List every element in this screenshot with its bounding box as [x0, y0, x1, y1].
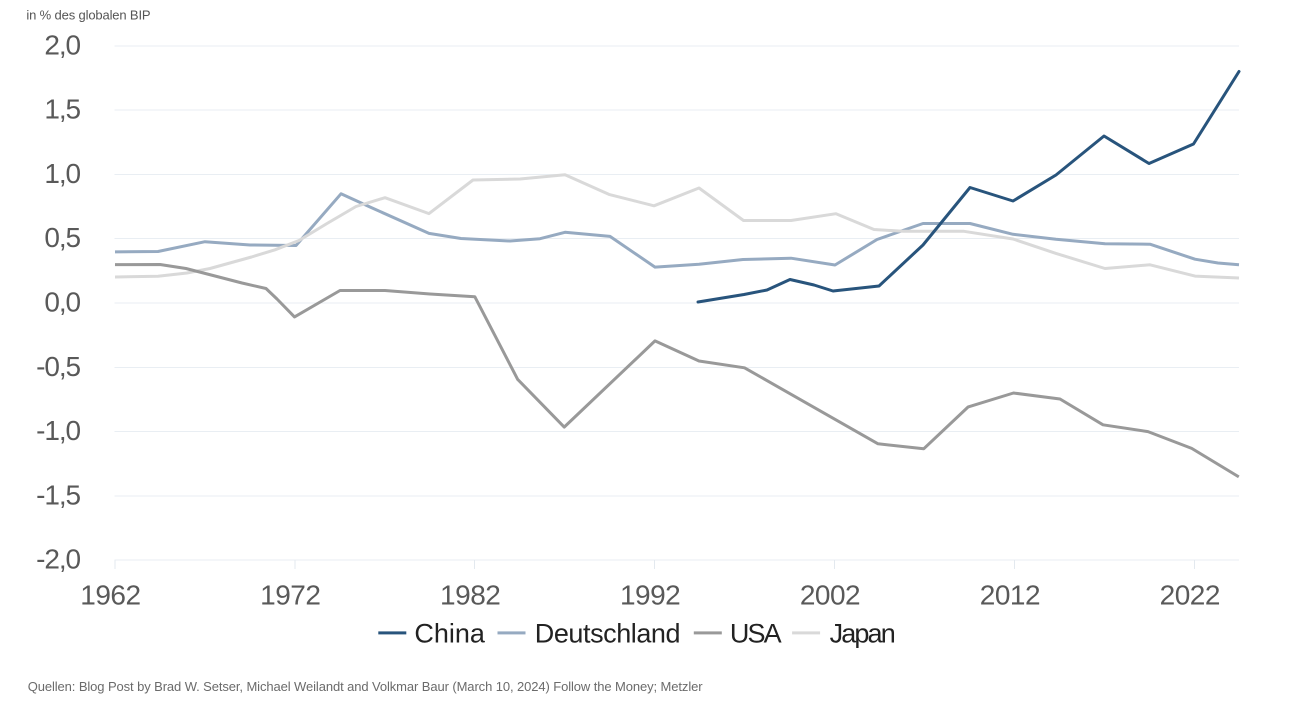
svg-text:1,0: 1,0: [44, 158, 80, 189]
svg-text:Japan: Japan: [830, 618, 895, 648]
svg-text:1992: 1992: [620, 580, 680, 611]
svg-text:in % des globalen BIP: in % des globalen BIP: [26, 8, 150, 23]
svg-text:1962: 1962: [80, 580, 140, 611]
svg-text:0,5: 0,5: [44, 222, 80, 253]
svg-text:China: China: [414, 618, 486, 648]
svg-text:2012: 2012: [980, 580, 1040, 611]
svg-text:1972: 1972: [260, 580, 320, 611]
svg-text:0,0: 0,0: [44, 287, 80, 318]
svg-text:2002: 2002: [800, 580, 860, 611]
svg-text:1,5: 1,5: [44, 94, 80, 125]
svg-text:USA: USA: [730, 618, 782, 648]
svg-text:Deutschland: Deutschland: [535, 618, 680, 648]
svg-text:2,0: 2,0: [44, 29, 80, 60]
svg-text:Quellen: Blog Post by Brad W.: Quellen: Blog Post by Brad W. Setser, Mi…: [28, 679, 704, 694]
svg-text:-1,0: -1,0: [36, 415, 80, 446]
svg-text:2022: 2022: [1160, 580, 1220, 611]
svg-text:-2,0: -2,0: [36, 544, 80, 575]
svg-text:-0,5: -0,5: [36, 351, 80, 382]
svg-text:-1,5: -1,5: [36, 479, 80, 510]
svg-text:1982: 1982: [440, 580, 500, 611]
